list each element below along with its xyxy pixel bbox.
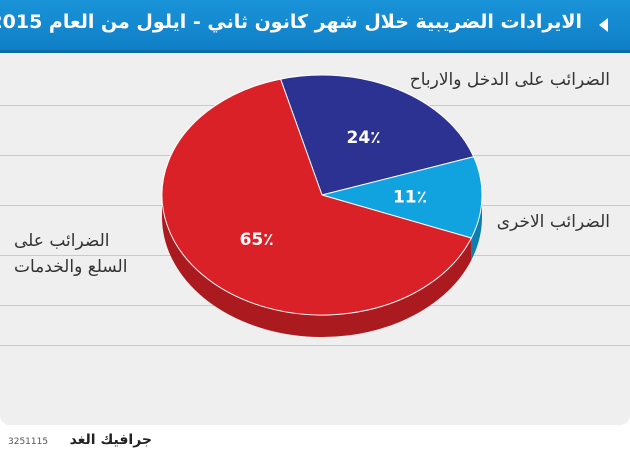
label-goods-line-1: الضرائب على — [14, 231, 110, 251]
pie-slice-income — [279, 74, 475, 196]
title-bar: الايرادات الضريبية خلال شهر كانون ثاني -… — [0, 0, 630, 53]
pie-value-label-other: 11٪ — [393, 187, 427, 207]
label-income: الضرائب على الدخل والارباح — [409, 70, 610, 90]
label-goods-line-2: السلع والخدمات — [14, 257, 128, 277]
pie-side-goods — [162, 195, 472, 337]
pie-slice-goods — [161, 78, 473, 316]
chart-title: الايرادات الضريبية خلال شهر كانون ثاني -… — [0, 11, 582, 33]
footer-code: 3251115 — [8, 437, 49, 447]
pie-slice-other — [320, 156, 483, 239]
pie-side-other — [471, 195, 482, 261]
pie-value-label-goods: 65٪ — [240, 230, 274, 250]
label-other: الضرائب الاخرى — [496, 212, 610, 232]
chart-panel: الايرادات الضريبية خلال شهر كانون ثاني -… — [0, 0, 630, 425]
label-goods: الضرائب على السلع والخدمات — [14, 228, 127, 280]
pie-chart: 24٪ 11٪ 65٪ — [161, 74, 483, 337]
footer-brand: جرافيك الغد — [69, 432, 152, 448]
title-marker-icon — [599, 18, 608, 32]
pie-value-label-income: 24٪ — [347, 128, 381, 148]
gridline — [0, 345, 630, 346]
